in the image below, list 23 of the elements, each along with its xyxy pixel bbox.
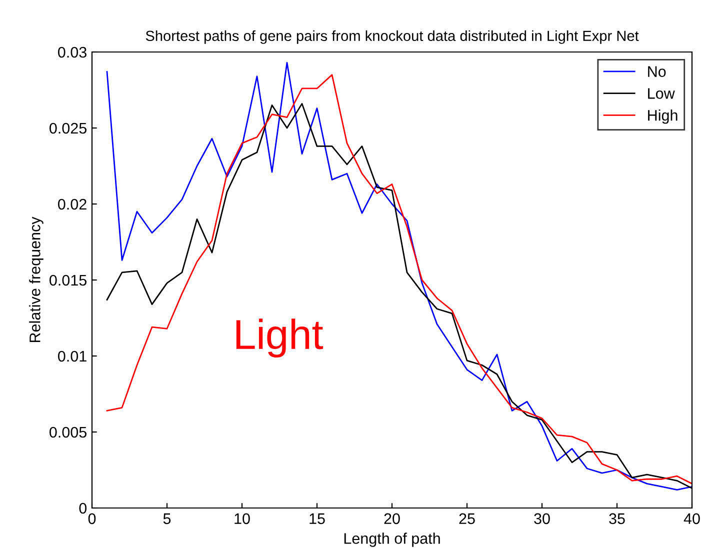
x-tick-label: 25 bbox=[459, 513, 475, 524]
x-tick-label: 5 bbox=[163, 513, 171, 524]
x-tick-label: 15 bbox=[310, 513, 325, 524]
x-tick-label: 40 bbox=[684, 513, 700, 524]
y-axis-title: Relative frequency bbox=[29, 216, 44, 342]
y-tick-label: 0.03 bbox=[58, 46, 86, 58]
y-tick-label: 0.02 bbox=[58, 198, 86, 210]
chart-title: Shortest paths of gene pairs from knockout data distributed in Light Expr Net bbox=[146, 30, 639, 44]
y-tick-label: 0.025 bbox=[50, 122, 86, 134]
x-tick-label: 0 bbox=[88, 513, 96, 524]
annotation: Light bbox=[236, 318, 324, 358]
y-tick-label: 0.01 bbox=[58, 350, 86, 362]
y-tick-label: 0.015 bbox=[50, 274, 86, 286]
x-axis-title: Length of path bbox=[344, 532, 440, 547]
x-tick-label: 10 bbox=[234, 513, 250, 524]
legend-label: Low bbox=[648, 88, 675, 99]
y-tick-label: 0 bbox=[79, 502, 87, 514]
legend-label: No bbox=[648, 66, 666, 77]
y-tick-label: 0.005 bbox=[50, 426, 86, 438]
x-tick-label: 20 bbox=[384, 513, 400, 524]
legend-label: High bbox=[648, 110, 678, 124]
x-tick-label: 30 bbox=[534, 513, 550, 524]
x-tick-label: 35 bbox=[609, 513, 625, 524]
